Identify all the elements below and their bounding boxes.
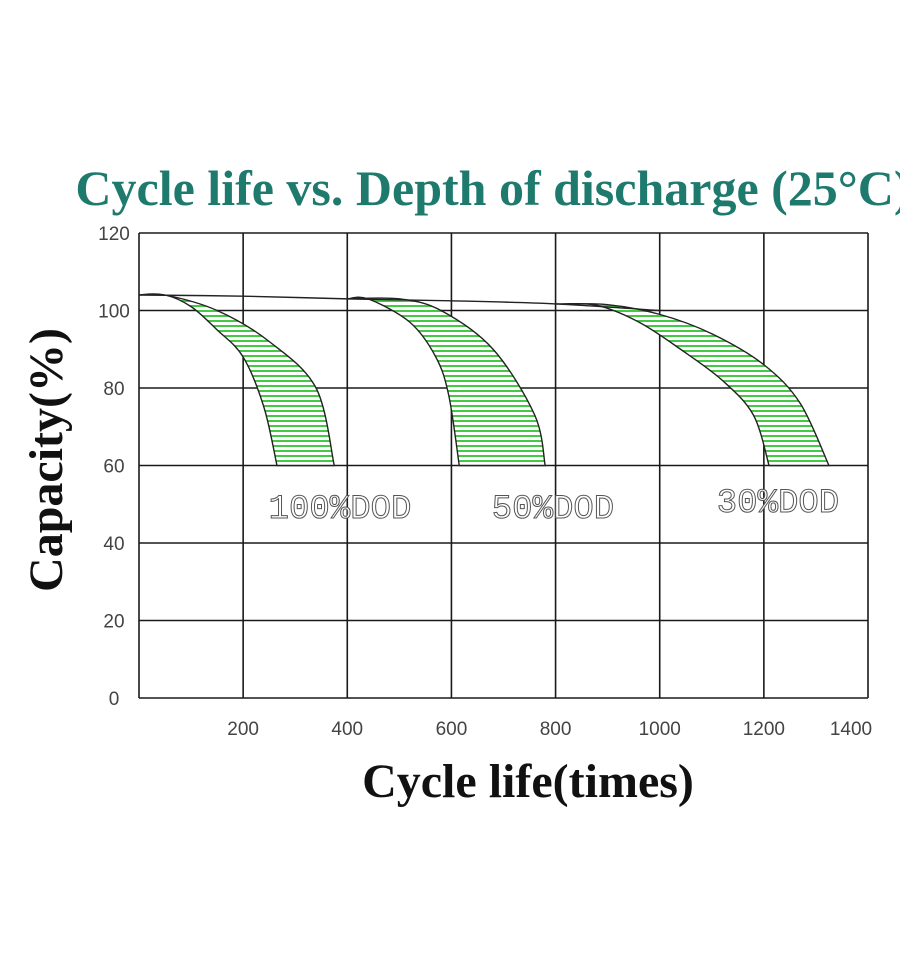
discharge-bands: 100%DOD 50%DOD 30%DOD (138, 293, 840, 530)
band-label-2: 30%DOD (717, 485, 839, 523)
band-label-0: 100%DOD (269, 491, 412, 529)
x-tick-label: 600 (436, 719, 468, 740)
x-tick-label: 400 (331, 719, 363, 740)
band-2 (555, 302, 831, 467)
band-label-1: 50%DOD (492, 491, 614, 529)
band-1 (347, 296, 547, 467)
x-axis-title: Cycle life(times) (362, 755, 694, 808)
x-tick-label: 1400 (830, 719, 872, 740)
y-tick-label: 80 (103, 379, 124, 400)
chart-title: Cycle life vs. Depth of discharge (25°C) (75, 160, 900, 216)
y-tick-label: 100 (98, 302, 130, 323)
baseline-curve (138, 294, 660, 312)
y-tick-label: 0 (109, 689, 120, 710)
y-tick-label: 60 (103, 457, 124, 478)
y-tick-label: 120 (98, 224, 130, 245)
y-tick-label: 40 (103, 534, 124, 555)
x-tick-label: 200 (227, 719, 259, 740)
axis-ticks: 0 20 40 60 80 100 120 200 400 600 800 1000 1200 1400 (98, 224, 872, 740)
x-tick-label: 1200 (743, 719, 785, 740)
band-0 (138, 293, 336, 467)
y-axis-title: Capacity(%) (20, 328, 73, 592)
x-tick-label: 1000 (639, 719, 681, 740)
y-tick-label: 20 (103, 612, 124, 633)
x-tick-label: 800 (540, 719, 572, 740)
